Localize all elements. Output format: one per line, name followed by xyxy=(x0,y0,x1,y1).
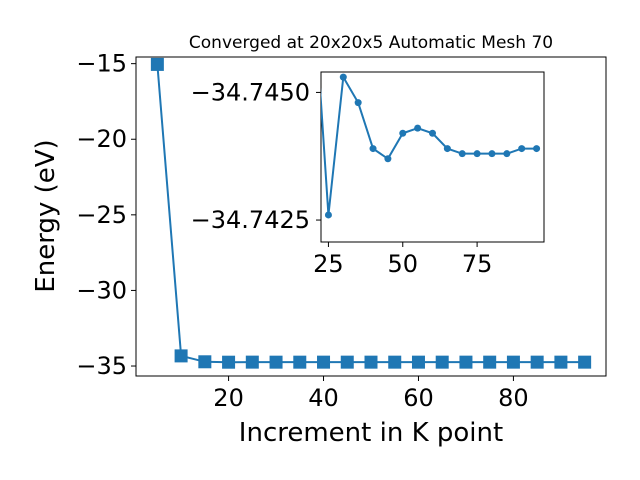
y-tick-label: −20 xyxy=(76,125,127,153)
data-point-square xyxy=(317,355,331,369)
inset-data-point xyxy=(414,124,422,132)
data-point-square xyxy=(554,355,568,369)
data-point-square xyxy=(150,57,164,71)
inset-x-ticks: 25 50 75 xyxy=(313,242,492,278)
y-tick-label: −15 xyxy=(76,50,127,78)
inset-data-point xyxy=(354,99,362,107)
data-point-square xyxy=(506,355,520,369)
data-point-square xyxy=(222,355,236,369)
main-y-ticks: −15 −20 −25 −30 −35 xyxy=(76,50,136,380)
data-point-square xyxy=(174,349,188,363)
data-point-square xyxy=(198,355,212,369)
x-tick-label: 20 xyxy=(213,384,244,412)
data-point-square xyxy=(411,355,425,369)
x-tick-label: 40 xyxy=(308,384,339,412)
data-point-square xyxy=(269,355,283,369)
data-point-square xyxy=(388,355,402,369)
data-point-square xyxy=(530,355,544,369)
inset-data-point xyxy=(503,150,511,158)
inset-series-line xyxy=(321,73,537,216)
data-point-square xyxy=(340,355,354,369)
data-point-square xyxy=(578,355,592,369)
inset-data-point xyxy=(443,145,451,153)
data-point-square xyxy=(245,355,259,369)
inset-x-tick-label: 25 xyxy=(313,250,344,278)
main-x-ticks: 20 40 60 80 xyxy=(213,376,529,412)
data-point-square xyxy=(364,355,378,369)
inset-y-tick-label: −34.7450 xyxy=(191,78,310,106)
inset-data-point xyxy=(324,211,332,219)
main-series xyxy=(150,57,592,369)
inset-y-tick-label: −34.7425 xyxy=(191,206,310,234)
y-axis-label: Energy (eV) xyxy=(31,139,61,292)
data-point-square xyxy=(435,355,449,369)
y-tick-label: −35 xyxy=(76,352,127,380)
y-tick-label: −25 xyxy=(76,201,127,229)
inset-y-ticks: −34.7450 −34.7425 xyxy=(191,78,321,234)
inset-data-point xyxy=(384,155,392,163)
inset-data-point xyxy=(488,150,496,158)
inset-x-tick-label: 50 xyxy=(387,250,418,278)
inset-series xyxy=(321,73,541,219)
inset-data-point xyxy=(429,129,436,137)
inset-data-point xyxy=(369,145,377,153)
y-tick-label: −30 xyxy=(76,276,127,304)
data-point-square xyxy=(293,355,307,369)
inset-data-point xyxy=(473,150,481,158)
inset-axes: −34.7450 −34.7425 25 50 75 xyxy=(191,71,545,278)
x-tick-label: 80 xyxy=(498,384,529,412)
inset-data-point xyxy=(339,73,347,81)
data-point-square xyxy=(483,355,497,369)
inset-data-point xyxy=(533,145,541,153)
data-point-square xyxy=(459,355,473,369)
inset-data-point xyxy=(518,145,526,153)
inset-x-tick-label: 75 xyxy=(462,250,493,278)
chart-title: Converged at 20x20x5 Automatic Mesh 70 xyxy=(189,33,553,53)
x-axis-label: Increment in K point xyxy=(239,418,503,448)
x-tick-label: 60 xyxy=(403,384,434,412)
inset-data-point xyxy=(458,150,466,158)
inset-data-point xyxy=(399,129,407,137)
